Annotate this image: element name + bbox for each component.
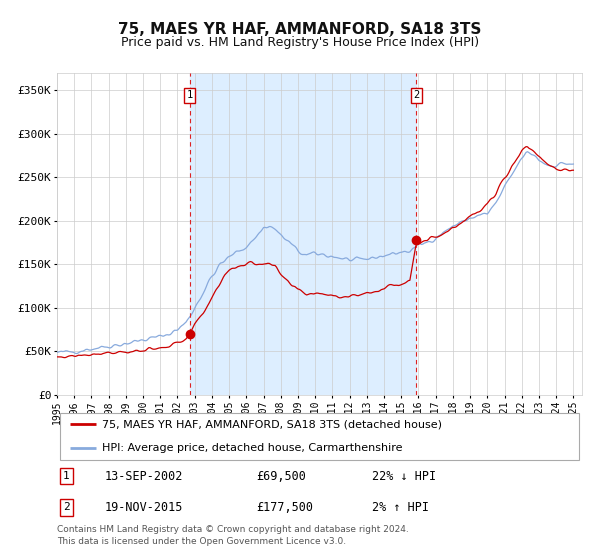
Text: 22% ↓ HPI: 22% ↓ HPI	[372, 469, 436, 483]
Text: £177,500: £177,500	[257, 501, 314, 514]
Text: 13-SEP-2002: 13-SEP-2002	[104, 469, 182, 483]
Text: 2: 2	[63, 502, 70, 512]
Text: 2: 2	[413, 90, 419, 100]
Text: HPI: Average price, detached house, Carmarthenshire: HPI: Average price, detached house, Carm…	[101, 443, 402, 453]
FancyBboxPatch shape	[59, 413, 580, 460]
Text: 19-NOV-2015: 19-NOV-2015	[104, 501, 182, 514]
Text: Contains HM Land Registry data © Crown copyright and database right 2024.
This d: Contains HM Land Registry data © Crown c…	[57, 525, 409, 546]
Text: 1: 1	[63, 471, 70, 481]
Text: Price paid vs. HM Land Registry's House Price Index (HPI): Price paid vs. HM Land Registry's House …	[121, 36, 479, 49]
Text: £69,500: £69,500	[257, 469, 307, 483]
Text: 2% ↑ HPI: 2% ↑ HPI	[372, 501, 429, 514]
Text: 75, MAES YR HAF, AMMANFORD, SA18 3TS: 75, MAES YR HAF, AMMANFORD, SA18 3TS	[118, 22, 482, 38]
Text: 75, MAES YR HAF, AMMANFORD, SA18 3TS (detached house): 75, MAES YR HAF, AMMANFORD, SA18 3TS (de…	[101, 419, 442, 430]
Text: 1: 1	[187, 90, 193, 100]
Bar	[190, 73, 416, 395]
